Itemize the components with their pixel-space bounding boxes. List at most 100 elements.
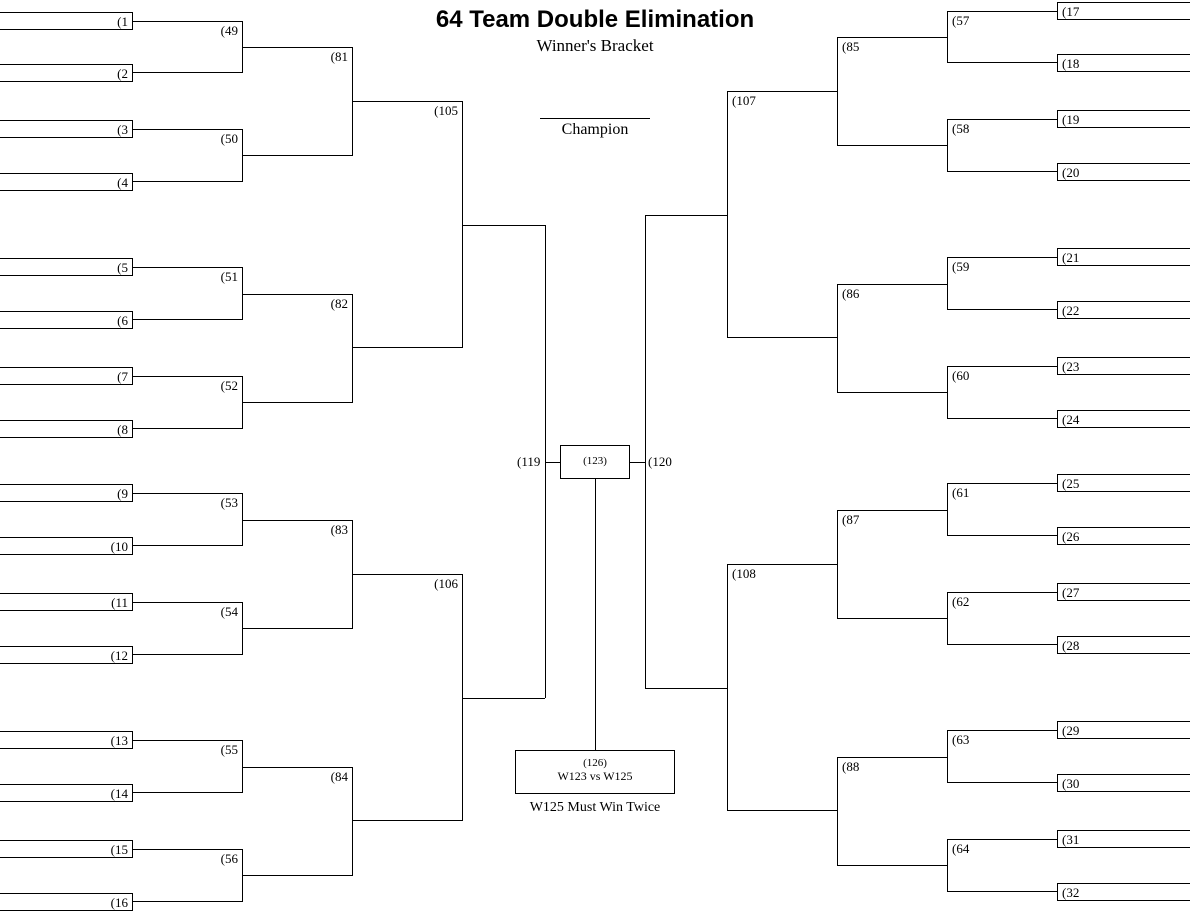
match-number: (7 — [117, 369, 128, 385]
match-number: (108 — [732, 566, 756, 582]
connector-line — [463, 225, 545, 226]
match-120-label: (120 — [648, 454, 672, 470]
match-number: (25 — [1062, 476, 1079, 492]
match-number: (17 — [1062, 4, 1079, 20]
match-number: (56 — [221, 851, 238, 867]
bracket-slot: (62 — [947, 592, 1057, 645]
match-126-box: (126) W123 vs W125 — [515, 750, 675, 794]
connector-line — [545, 462, 560, 463]
match-123-label: (123) — [561, 446, 629, 467]
note-w125: W125 Must Win Twice — [515, 800, 675, 816]
bracket-slot: (20 — [1057, 163, 1190, 181]
bracket-slot: (63 — [947, 730, 1057, 783]
bracket-slot: (12 — [0, 646, 133, 664]
match-number: (106 — [434, 576, 458, 592]
bracket-slot: (51 — [133, 267, 243, 320]
bracket-slot: (86 — [837, 284, 947, 393]
bracket-slot: (57 — [947, 11, 1057, 63]
match-number: (30 — [1062, 776, 1079, 792]
match-number: (10 — [111, 539, 128, 555]
bracket-slot: (4 — [0, 173, 133, 191]
bracket-slot: (16 — [0, 893, 133, 911]
match-number: (2 — [117, 66, 128, 82]
bracket-slot: (83 — [243, 520, 353, 629]
bracket-slot: (9 — [0, 484, 133, 502]
match-number: (3 — [117, 122, 128, 138]
bracket-slot: (88 — [837, 757, 947, 866]
bracket-slot: (8 — [0, 420, 133, 438]
bracket-slot: (21 — [1057, 248, 1190, 266]
match-number: (5 — [117, 260, 128, 276]
match-number: (53 — [221, 495, 238, 511]
bracket-slot: (27 — [1057, 583, 1190, 601]
match-number: (57 — [952, 13, 969, 29]
match-number: (50 — [221, 131, 238, 147]
match-number: (49 — [221, 23, 238, 39]
bracket-slot: (1 — [0, 12, 133, 30]
bracket-slot: (56 — [133, 849, 243, 902]
bracket-slot: (60 — [947, 366, 1057, 419]
match-123-box: (123) — [560, 445, 630, 479]
match-number: (63 — [952, 732, 969, 748]
bracket-slot: (7 — [0, 367, 133, 385]
bracket-slot: (28 — [1057, 636, 1190, 654]
bracket-slot: (59 — [947, 257, 1057, 310]
bracket-slot: (10 — [0, 537, 133, 555]
match-number: (32 — [1062, 885, 1079, 901]
bracket-slot: (53 — [133, 493, 243, 546]
bracket-slot: (29 — [1057, 721, 1190, 739]
bracket-slot: (5 — [0, 258, 133, 276]
match-number: (87 — [842, 512, 859, 528]
match-119-label: (119 — [517, 454, 540, 470]
bracket-slot: (54 — [133, 602, 243, 655]
bracket-slot: (17 — [1057, 2, 1190, 20]
match-number: (59 — [952, 259, 969, 275]
match-number: (24 — [1062, 412, 1079, 428]
match-number: (20 — [1062, 165, 1079, 181]
connector-line — [463, 698, 545, 699]
bracket-slot: (49 — [133, 21, 243, 73]
bracket-slot: (52 — [133, 376, 243, 429]
bracket-slot: (108 — [727, 564, 837, 811]
match-number: (81 — [331, 49, 348, 65]
match-number: (19 — [1062, 112, 1079, 128]
match-number: (1 — [117, 14, 128, 30]
bracket-slot: (22 — [1057, 301, 1190, 319]
bracket-slot: (11 — [0, 593, 133, 611]
bracket-slot: (32 — [1057, 883, 1190, 901]
match-number: (83 — [331, 522, 348, 538]
bracket-slot: (55 — [133, 740, 243, 793]
bracket-slot: (82 — [243, 294, 353, 403]
bracket-slot: (2 — [0, 64, 133, 82]
bracket-slot: (19 — [1057, 110, 1190, 128]
match-126-label: (126) — [516, 751, 674, 769]
connector-line — [645, 688, 727, 689]
match-number: (12 — [111, 648, 128, 664]
match-number: (82 — [331, 296, 348, 312]
match-number: (15 — [111, 842, 128, 858]
match-number: (14 — [111, 786, 128, 802]
match-number: (11 — [111, 595, 128, 611]
match-number: (29 — [1062, 723, 1079, 739]
bracket-slot: (105 — [353, 101, 463, 348]
bracket-slot: (30 — [1057, 774, 1190, 792]
match-number: (27 — [1062, 585, 1079, 601]
match-number: (55 — [221, 742, 238, 758]
match-number: (8 — [117, 422, 128, 438]
match-number: (18 — [1062, 56, 1079, 72]
match-number: (22 — [1062, 303, 1079, 319]
match-number: (58 — [952, 121, 969, 137]
match-number: (64 — [952, 841, 969, 857]
match-number: (85 — [842, 39, 859, 55]
bracket-slot: (85 — [837, 37, 947, 146]
bracket-slot: (25 — [1057, 474, 1190, 492]
match-number: (60 — [952, 368, 969, 384]
bracket-slot: (61 — [947, 483, 1057, 536]
match-number: (23 — [1062, 359, 1079, 375]
match-number: (6 — [117, 313, 128, 329]
match-number: (21 — [1062, 250, 1079, 266]
match-number: (88 — [842, 759, 859, 775]
match-number: (28 — [1062, 638, 1079, 654]
match-number: (52 — [221, 378, 238, 394]
bracket-slot: (84 — [243, 767, 353, 876]
